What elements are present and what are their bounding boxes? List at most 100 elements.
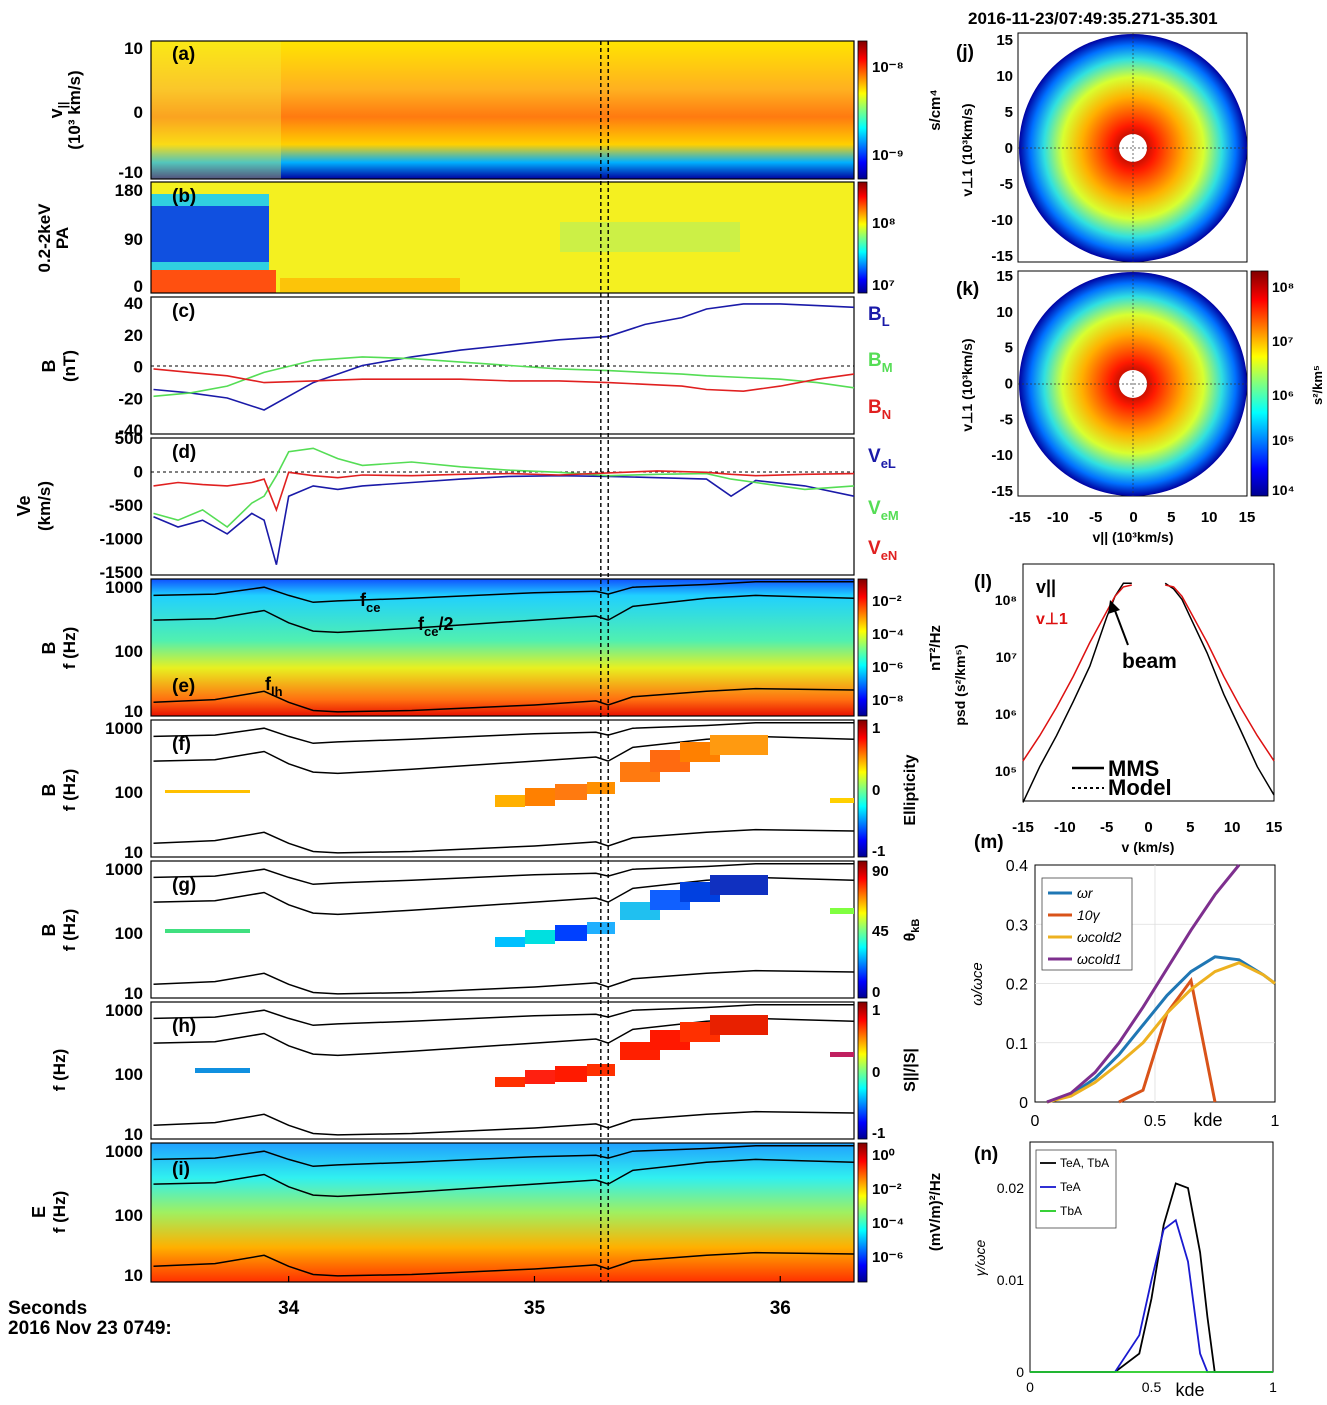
- panel-a-frame: [150, 40, 855, 180]
- xtick-label: -10: [1047, 509, 1069, 526]
- panel-k-xticks: -15 -10 -5 0 5 10 15: [1009, 509, 1255, 526]
- panel-b-colorbar: [857, 181, 868, 294]
- ytick-label: 1000: [105, 860, 143, 879]
- ytick-label: 100: [115, 1065, 143, 1084]
- xtick-label: 0: [1129, 509, 1137, 526]
- panel-k-ctick-1: 10⁷: [1272, 333, 1294, 349]
- fce-half-curve: [153, 735, 855, 775]
- ytick-label: 1000: [105, 719, 143, 738]
- panel-h-colorbar: [857, 1001, 868, 1140]
- panel-b-ylabel-2: PA: [53, 227, 72, 249]
- legend-label: ωr: [1077, 885, 1094, 901]
- panel-g-block: [525, 930, 555, 944]
- panel-g-ctick-0: 90: [872, 863, 889, 880]
- legend-entry-BN: BN: [868, 397, 891, 422]
- dispersion-line-wr: [1046, 955, 1276, 1104]
- panel-b-green-patch: [560, 222, 740, 252]
- fce-curve: [153, 580, 854, 604]
- panel-f: (f) B f (Hz) 1000 100 10 1 0 -1 Ellipticit…: [39, 719, 919, 862]
- time-tick-label: 34: [278, 1298, 300, 1319]
- panel-h-cunit: S||/|S|: [902, 1048, 919, 1092]
- panel-m: ωr 10γ ωcold2 ωcold1 (m) ω/ωce 0.4 0.3 0.2 0.1…: [969, 832, 1280, 1130]
- panel-l-leg-par: v||: [1036, 577, 1056, 597]
- panel-i-ctick-1: 10⁻²: [872, 1181, 902, 1198]
- panel-a-ylabel-sub: ||: [56, 102, 70, 109]
- panel-b-ytick-0: 180: [115, 181, 143, 200]
- panel-l-beam-arrowhead: [1108, 600, 1120, 614]
- ytick-label: 100: [115, 1206, 143, 1225]
- panel-e-ctick-3: 10⁻⁸: [872, 692, 904, 709]
- panel-k-colorbar: [1250, 270, 1269, 497]
- ytick-label: 1000: [105, 1142, 143, 1161]
- panel-b-tag: (b): [172, 186, 196, 207]
- panel-d-ylabel-2: (km/s): [35, 481, 54, 531]
- ytick-label: 0.1: [1006, 1036, 1028, 1053]
- time-range-header: 2016-11-23/07:49:35.271-35.301: [968, 9, 1218, 28]
- panel-a: (a) v|| (10³ km/s) 10 0 -10 10⁻⁸ 10⁻⁹ s/…: [46, 39, 944, 182]
- legend-entry-VeN: VeN: [868, 538, 897, 563]
- time-axis-label-1: Seconds: [8, 1298, 87, 1319]
- panel-a-bg: [151, 41, 854, 179]
- panel-i-ylabel-1: E: [29, 1206, 49, 1218]
- panel-k-ctick-4: 10⁴: [1272, 482, 1295, 498]
- panel-l-xlabel: v (km/s): [1122, 839, 1175, 855]
- legend-label: ωcold2: [1077, 929, 1122, 945]
- ytick-label: -500: [109, 496, 143, 515]
- xtick-label: 1: [1271, 1113, 1280, 1130]
- panel-g-tag: (g): [172, 875, 196, 896]
- panel-f-wave-blocks: [165, 735, 854, 807]
- ytick-label: 10: [124, 1125, 143, 1144]
- panel-f-yticks: 1000 100 10: [105, 719, 143, 862]
- legend-label: 10γ: [1077, 907, 1101, 923]
- panel-d-tag: (d): [172, 442, 196, 463]
- panel-e-ctick-2: 10⁻⁶: [872, 659, 904, 676]
- panel-l-beam-label: beam: [1122, 650, 1177, 673]
- panel-h-block: [525, 1070, 555, 1084]
- panel-m-ylabel: ω/ωce: [969, 962, 986, 1005]
- panel-f-ctick-1: 0: [872, 782, 880, 799]
- panel-b: (b) 0.2-2keV PA 180 90 0 10⁸ 10⁷: [35, 181, 896, 296]
- ytick-label: 0.02: [997, 1180, 1024, 1196]
- fce-curve: [153, 1144, 854, 1168]
- panel-d-lines: [153, 447, 855, 565]
- panel-k-yticks: 15 10 5 0 -5 -10 -15: [991, 268, 1013, 500]
- ytick-label: 10: [996, 68, 1013, 85]
- panel-d-yticks: 500 0 -500 -1000 -1500: [100, 429, 143, 582]
- panel-f-block: [165, 790, 250, 793]
- xtick-label: 0: [1144, 819, 1152, 836]
- panel-g-yticks: 1000 100 10: [105, 860, 143, 1003]
- time-tick-label: 36: [770, 1298, 791, 1319]
- panel-m-xlabel: kde: [1193, 1110, 1222, 1130]
- ytick-label: -10: [991, 447, 1013, 464]
- legend-label: ωcold1: [1077, 951, 1121, 967]
- panel-m-tag: (m): [974, 832, 1004, 853]
- panel-b-cyan-edge: [151, 194, 269, 206]
- panel-g-ctick-1: 45: [872, 923, 889, 940]
- time-cursor-lines: [600, 41, 609, 1282]
- panel-e-fce2-label: fce/2: [418, 614, 453, 639]
- panel-n-lines: [1030, 1182, 1273, 1373]
- panel-h-ctick-0: 1: [872, 1002, 880, 1019]
- psd-line-v⊥1: [1022, 584, 1132, 762]
- panel-a-ctick-1: 10⁻⁹: [872, 147, 904, 164]
- panel-l-leg-model: Model: [1108, 775, 1172, 800]
- series-line-BM: [153, 356, 855, 398]
- panel-j-tag: (j): [956, 42, 974, 63]
- panel-h-tag: (h): [172, 1016, 196, 1037]
- panel-k-ctick-0: 10⁸: [1272, 279, 1294, 295]
- panel-e-ctick-1: 10⁻⁴: [872, 626, 904, 643]
- series-line-BN: [153, 368, 855, 393]
- ytick-label: 0.4: [1006, 858, 1028, 875]
- panel-e-yticks: 1000 100 10: [105, 578, 143, 721]
- panel-b-ytick-2: 0: [134, 277, 143, 296]
- ytick-label: 20: [124, 326, 143, 345]
- xtick-label: 0.5: [1142, 1379, 1162, 1395]
- ytick-label: 0: [1016, 1364, 1024, 1380]
- xtick-label: 10: [1224, 819, 1241, 836]
- ytick-label: 10: [124, 702, 143, 721]
- panel-f-block: [710, 735, 768, 755]
- ytick-label: -5: [1000, 176, 1013, 193]
- ytick-label: -10: [991, 212, 1013, 229]
